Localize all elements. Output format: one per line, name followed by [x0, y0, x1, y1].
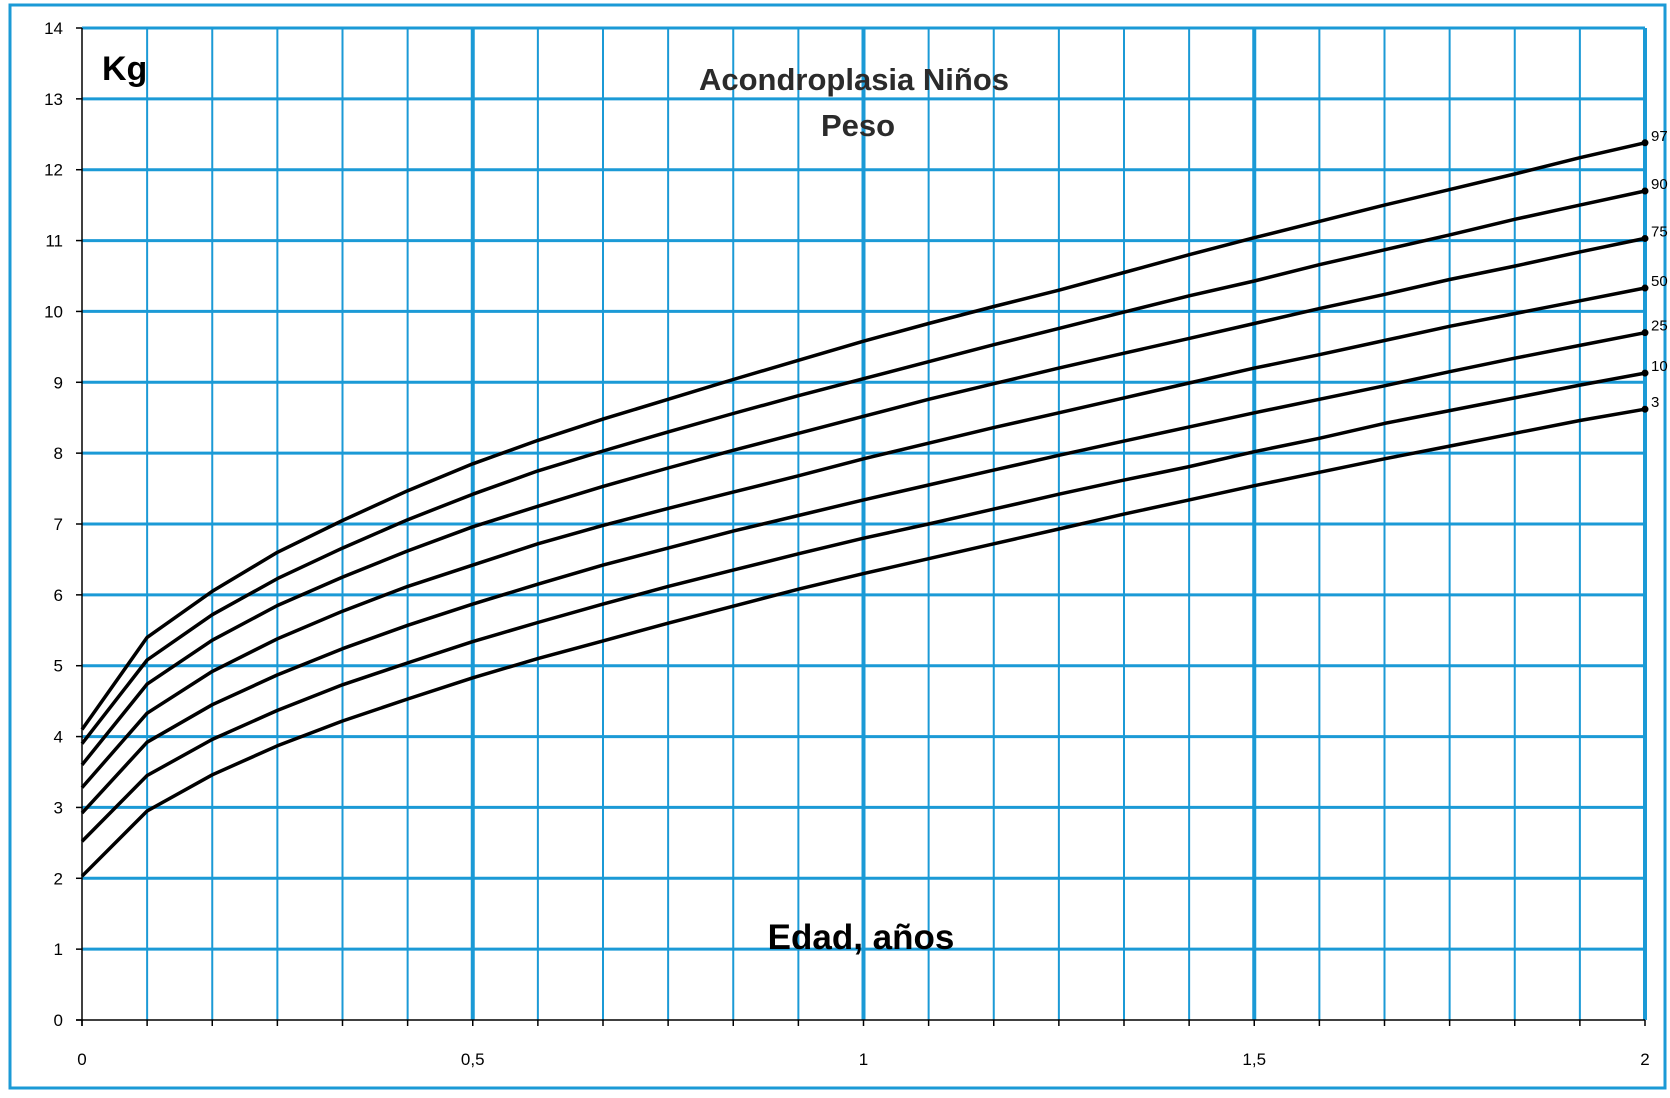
chart-title: Acondroplasia Niños: [699, 62, 1009, 97]
x-tick-label: 1: [859, 1050, 868, 1069]
x-tick-label: 0: [77, 1050, 86, 1069]
y-tick-label: 11: [45, 232, 63, 251]
y-tick-label: 4: [54, 728, 63, 747]
percentile-end-marker-75: [1641, 234, 1649, 242]
percentile-end-marker-25: [1641, 329, 1649, 337]
percentile-line-3: [80, 407, 1646, 878]
percentile-line-50: [80, 286, 1646, 789]
y-axis-unit-label: Kg: [102, 50, 147, 88]
y-tick-label: 6: [54, 586, 63, 605]
y-tick-label: 2: [54, 869, 63, 888]
axes: [76, 27, 1646, 1026]
percentile-label-75: 75: [1651, 223, 1668, 240]
y-tick-label: 12: [44, 161, 63, 180]
percentile-label-97: 97: [1651, 128, 1668, 145]
chart-subtitle: Peso: [821, 108, 895, 143]
x-tick-label: 0,5: [461, 1050, 485, 1069]
percentile-line-97: [80, 141, 1646, 731]
y-tick-label: 0: [54, 1011, 63, 1030]
labels: Kg Acondroplasia Niños Peso Edad, años 0…: [44, 19, 1668, 1069]
x-tick-label: 2: [1640, 1050, 1649, 1069]
percentile-label-90: 90: [1651, 176, 1668, 193]
y-tick-label: 3: [54, 798, 63, 817]
percentile-line-10: [80, 371, 1646, 843]
x-tick-label: 1,5: [1242, 1050, 1266, 1069]
y-tick-label: 1: [54, 940, 63, 959]
y-tick-label: 10: [44, 302, 63, 321]
percentile-end-marker-3: [1641, 405, 1649, 413]
percentile-end-marker-10: [1641, 369, 1649, 377]
percentile-end-marker-50: [1641, 284, 1649, 292]
x-axis-label: Edad, años: [768, 918, 955, 957]
percentile-label-10: 10: [1651, 358, 1668, 375]
y-tick-label: 14: [44, 19, 63, 38]
y-tick-label: 8: [54, 444, 63, 463]
percentile-label-25: 25: [1651, 318, 1668, 335]
y-tick-label: 13: [44, 90, 63, 109]
percentile-end-marker-97: [1641, 139, 1649, 147]
percentile-line-75: [80, 236, 1646, 766]
percentile-end-marker-90: [1641, 187, 1649, 195]
percentile-line-90: [80, 189, 1646, 745]
chart-border: [8, 3, 1667, 1090]
percentile-label-50: 50: [1651, 273, 1668, 290]
percentile-label-3: 3: [1651, 394, 1659, 411]
y-tick-label: 5: [54, 657, 63, 676]
y-tick-label: 7: [54, 515, 63, 534]
percentile-line-25: [80, 330, 1646, 815]
series-lines: [80, 139, 1649, 878]
y-tick-label: 9: [54, 373, 63, 392]
